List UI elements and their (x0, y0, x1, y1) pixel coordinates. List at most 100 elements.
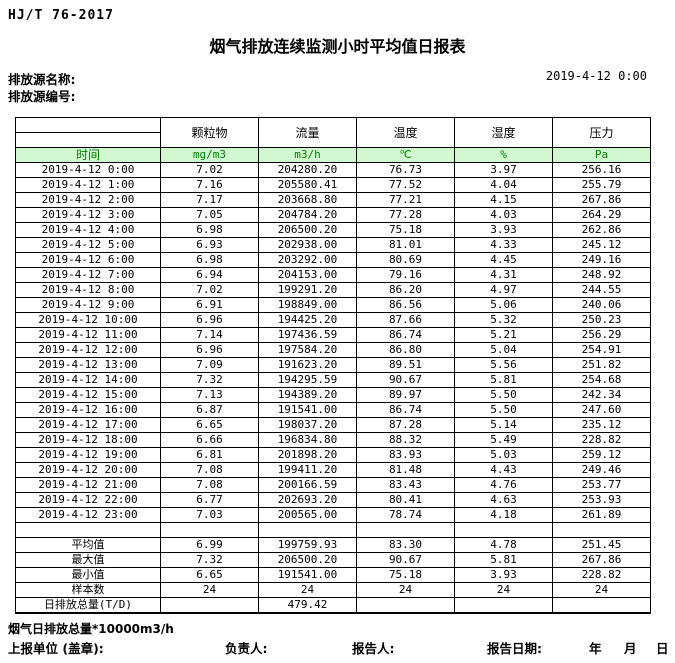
report-date-label: 报告日期: (487, 641, 542, 656)
particulate-cell: 6.66 (160, 432, 259, 448)
flow-cell: 204784.20 (258, 207, 357, 223)
humidity-cell: 5.81 (454, 372, 553, 388)
temperature-cell: 77.21 (356, 192, 455, 208)
pressure-cell: 259.12 (552, 447, 651, 463)
pressure-cell: 261.89 (552, 507, 651, 523)
pressure-cell: 240.06 (552, 297, 651, 313)
humidity-cell: 5.81 (454, 552, 553, 568)
temperature-cell: 83.93 (356, 447, 455, 463)
summary-label-cell: 最小值 (15, 567, 161, 583)
humidity-cell: 4.45 (454, 252, 553, 268)
col-header-flow: 流量 (258, 117, 357, 148)
pressure-cell (552, 522, 651, 538)
particulate-cell: 6.77 (160, 492, 259, 508)
summary-label-cell: 平均值 (15, 537, 161, 553)
summary-row: 样本数 24 24 24 24 24 (15, 582, 651, 598)
temperature-cell: 77.52 (356, 177, 455, 193)
flow-cell (258, 522, 357, 538)
hourly-data-row: 2019-4-12 20:00 7.08 199411.20 81.48 4.4… (15, 462, 651, 478)
humidity-cell: 24 (454, 582, 553, 598)
hourly-data-row: 2019-4-12 6:00 6.98 203292.00 80.69 4.45… (15, 252, 651, 268)
unit-particulate: mg/m3 (160, 147, 259, 163)
time-cell: 2019-4-12 6:00 (15, 252, 161, 268)
temperature-cell (356, 597, 455, 614)
temperature-cell: 75.18 (356, 567, 455, 583)
temperature-cell: 79.16 (356, 267, 455, 283)
spacer-row (15, 522, 651, 538)
humidity-cell: 4.63 (454, 492, 553, 508)
pressure-cell: 262.86 (552, 222, 651, 238)
particulate-cell: 7.08 (160, 462, 259, 478)
pressure-cell: 245.12 (552, 237, 651, 253)
summary-label-cell: 样本数 (15, 582, 161, 598)
monitoring-data-table: 颗粒物 流量 温度 湿度 压力 时间 mg/m3 m3/h ℃ % Pa 201… (15, 117, 651, 614)
summary-label-cell: 最大值 (15, 552, 161, 568)
summary-row: 最大值 7.32 206500.20 90.67 5.81 267.86 (15, 552, 651, 568)
col-header-temperature: 温度 (356, 117, 455, 148)
humidity-cell: 4.31 (454, 267, 553, 283)
pressure-cell: 253.77 (552, 477, 651, 493)
standard-number: HJ/T 76-2017 (8, 8, 114, 23)
flow-cell: 203292.00 (258, 252, 357, 268)
hourly-data-row: 2019-4-12 17:00 6.65 198037.20 87.28 5.1… (15, 417, 651, 433)
time-cell: 2019-4-12 13:00 (15, 357, 161, 373)
hourly-data-row: 2019-4-12 19:00 6.81 201898.20 83.93 5.0… (15, 447, 651, 463)
time-cell: 2019-4-12 17:00 (15, 417, 161, 433)
time-column-header: 时间 (15, 147, 161, 163)
particulate-cell: 6.99 (160, 537, 259, 553)
hourly-data-row: 2019-4-12 15:00 7.13 194389.20 89.97 5.5… (15, 387, 651, 403)
temperature-cell: 86.74 (356, 402, 455, 418)
hourly-data-row: 2019-4-12 4:00 6.98 206500.20 75.18 3.93… (15, 222, 651, 238)
flow-cell: 191541.00 (258, 567, 357, 583)
summary-row: 最小值 6.65 191541.00 75.18 3.93 228.82 (15, 567, 651, 583)
pressure-cell: 247.60 (552, 402, 651, 418)
responsible-person-label: 负责人: (225, 641, 268, 656)
pressure-cell: 244.55 (552, 282, 651, 298)
time-cell: 2019-4-12 11:00 (15, 327, 161, 343)
col-header-pressure: 压力 (552, 117, 651, 148)
flow-cell: 479.42 (258, 597, 357, 614)
hourly-data-row: 2019-4-12 18:00 6.66 196834.80 88.32 5.4… (15, 432, 651, 448)
time-cell: 2019-4-12 14:00 (15, 372, 161, 388)
particulate-cell: 7.32 (160, 552, 259, 568)
particulate-cell: 6.93 (160, 237, 259, 253)
page-title: 烟气排放连续监测小时平均值日报表 (209, 37, 466, 56)
pressure-cell: 24 (552, 582, 651, 598)
pressure-cell: 250.23 (552, 312, 651, 328)
humidity-cell: 4.76 (454, 477, 553, 493)
time-cell: 2019-4-12 5:00 (15, 237, 161, 253)
time-cell: 2019-4-12 2:00 (15, 192, 161, 208)
particulate-cell: 7.16 (160, 177, 259, 193)
hourly-data-row: 2019-4-12 0:00 7.02 204280.20 76.73 3.97… (15, 162, 651, 178)
flow-cell: 194295.59 (258, 372, 357, 388)
particulate-cell: 6.98 (160, 222, 259, 238)
flow-cell: 200565.00 (258, 507, 357, 523)
time-cell: 2019-4-12 10:00 (15, 312, 161, 328)
humidity-cell: 3.93 (454, 567, 553, 583)
temperature-cell: 86.80 (356, 342, 455, 358)
summary-row: 日排放总量(T/D) 479.42 (15, 597, 651, 614)
pressure-cell: 254.91 (552, 342, 651, 358)
flow-cell: 197584.20 (258, 342, 357, 358)
reporting-unit-label: 上报单位 (盖章): (8, 641, 104, 656)
flow-cell: 199291.20 (258, 282, 357, 298)
total-emission-note: 烟气日排放总量*10000m3/h (8, 622, 174, 636)
temperature-cell: 78.74 (356, 507, 455, 523)
temperature-cell: 89.51 (356, 357, 455, 373)
temperature-cell: 86.74 (356, 327, 455, 343)
hourly-data-row: 2019-4-12 9:00 6.91 198849.00 86.56 5.06… (15, 297, 651, 313)
time-cell: 2019-4-12 8:00 (15, 282, 161, 298)
particulate-cell: 7.09 (160, 357, 259, 373)
time-cell: 2019-4-12 4:00 (15, 222, 161, 238)
source-name-label: 排放源名称: (8, 72, 76, 87)
pressure-cell (552, 597, 651, 614)
temperature-cell: 86.56 (356, 297, 455, 313)
pressure-cell: 228.82 (552, 432, 651, 448)
header-corner-bottom-cell (15, 132, 161, 148)
humidity-cell: 4.97 (454, 282, 553, 298)
units-header-row: 时间 mg/m3 m3/h ℃ % Pa (15, 147, 651, 163)
temperature-cell: 88.32 (356, 432, 455, 448)
pressure-cell: 251.82 (552, 357, 651, 373)
temperature-cell: 90.67 (356, 372, 455, 388)
